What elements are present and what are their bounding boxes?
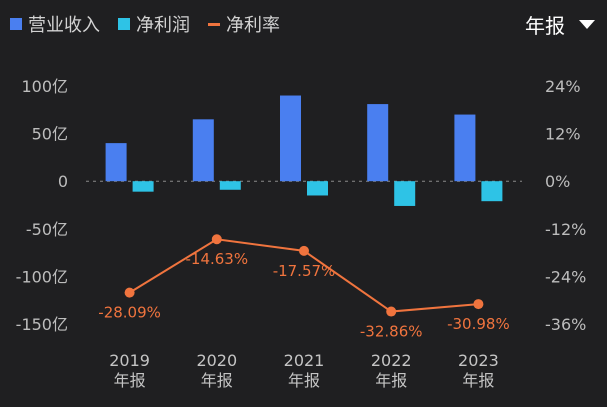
net-profit-bar (394, 181, 416, 206)
caret-down-icon (579, 19, 595, 29)
legend-label: 净利润 (136, 15, 190, 36)
revenue-bar (105, 143, 127, 182)
legend-item-net-profit[interactable]: 净利润 (118, 11, 190, 37)
net-profit-swatch-icon (118, 18, 130, 30)
net-profit-bar (481, 181, 503, 202)
net-margin-data-label: -14.63% (185, 250, 248, 268)
left-axis-tick-label: -100亿 (16, 267, 68, 286)
x-axis-period-label: 年报 (201, 371, 233, 390)
net-margin-swatch-icon (208, 22, 220, 26)
revenue-bar (367, 104, 389, 182)
x-axis-period-label: 年报 (375, 371, 407, 390)
net-margin-data-label: -17.57% (273, 262, 336, 280)
net-margin-point (211, 234, 222, 245)
x-axis-year-label: 2021 (284, 351, 325, 370)
right-axis-tick-label: 24% (545, 77, 581, 96)
left-axis-tick-label: -150亿 (16, 315, 68, 334)
net-margin-point (299, 245, 309, 256)
legend-label: 净利率 (226, 15, 280, 36)
left-axis-tick-label: -50亿 (26, 220, 68, 239)
revenue-bar (192, 119, 214, 182)
legend-item-revenue[interactable]: 营业收入 (10, 11, 100, 37)
right-axis-tick-label: 0% (545, 172, 570, 191)
revenue-bar (280, 95, 301, 182)
legend: 营业收入 净利润 净利率 (10, 8, 280, 40)
net-margin-point (473, 299, 484, 310)
x-axis-period-label: 年报 (114, 371, 146, 390)
period-selector[interactable]: 年报 (525, 8, 595, 40)
revenue-bar (454, 114, 476, 182)
x-axis-year-label: 2019 (109, 351, 150, 370)
right-axis-tick-label: -36% (545, 315, 586, 334)
net-profit-bar (219, 181, 241, 190)
x-axis-year-label: 2022 (371, 351, 412, 370)
x-axis-period-label: 年报 (288, 371, 320, 390)
left-axis-tick-label: 0 (58, 172, 68, 191)
left-axis-tick-label: 100亿 (21, 77, 68, 96)
x-axis-year-label: 2020 (196, 351, 237, 370)
net-profit-bar (307, 181, 328, 196)
right-axis-tick-label: -24% (545, 267, 586, 286)
net-margin-point (386, 306, 397, 317)
revenue-swatch-icon (10, 18, 22, 30)
net-margin-point (124, 287, 135, 298)
right-axis-tick-label: 12% (545, 125, 581, 144)
period-selector-label: 年报 (525, 13, 565, 38)
legend-label: 营业收入 (28, 15, 100, 36)
right-axis-tick-label: -12% (545, 220, 586, 239)
x-axis-year-label: 2023 (458, 351, 499, 370)
left-axis-tick-label: 50亿 (32, 125, 68, 144)
net-margin-data-label: -28.09% (98, 304, 161, 322)
net-margin-data-label: -30.98% (447, 315, 510, 333)
net-margin-data-label: -32.86% (360, 323, 423, 341)
net-profit-bar (132, 181, 154, 192)
x-axis-period-label: 年报 (462, 371, 494, 390)
legend-item-net-margin[interactable]: 净利率 (208, 11, 280, 37)
